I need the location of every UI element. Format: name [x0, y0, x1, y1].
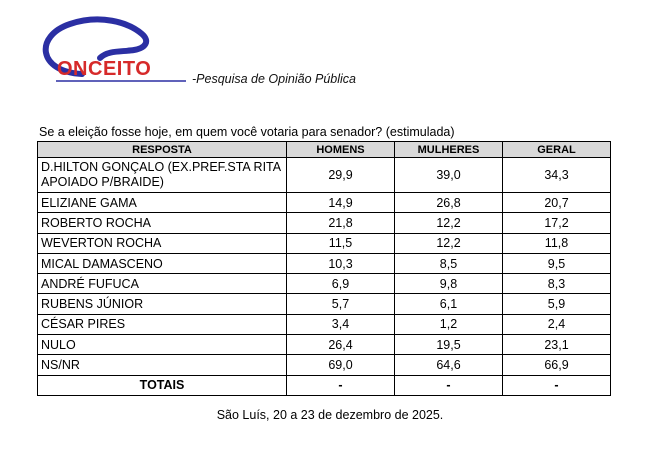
row-label: CÉSAR PIRES [37, 313, 287, 336]
table-row: WEVERTON ROCHA 11,5 12,2 11,8 [37, 232, 611, 254]
tagline: -Pesquisa de Opinião Pública [192, 72, 356, 86]
totals-homens: - [286, 374, 395, 396]
header-homens: HOMENS [286, 141, 395, 158]
value-homens: 6,9 [286, 273, 395, 295]
logo-text: ONCEITO [57, 58, 152, 80]
table-row: ANDRÉ FUFUCA 6,9 9,8 8,3 [37, 273, 611, 295]
footer-date: São Luís, 20 a 23 de dezembro de 2025. [216, 408, 444, 422]
value-mulheres: 9,8 [394, 273, 503, 295]
value-geral: 8,3 [502, 273, 611, 295]
table-header-row: RESPOSTA HOMENS MULHERES GERAL [37, 141, 611, 158]
value-geral: 23,1 [502, 334, 611, 356]
table-row: D.HILTON GONÇALO (EX.PREF.STA RITA APOIA… [37, 157, 611, 193]
value-homens: 5,7 [286, 293, 395, 315]
table-row: NULO 26,4 19,5 23,1 [37, 334, 611, 356]
value-homens: 11,5 [286, 232, 395, 254]
value-homens: 26,4 [286, 334, 395, 356]
row-label: NS/NR [37, 354, 287, 376]
row-label: ANDRÉ FUFUCA [37, 273, 287, 295]
value-geral: 20,7 [502, 191, 611, 214]
value-homens: 69,0 [286, 354, 395, 376]
results-table: RESPOSTA HOMENS MULHERES GERAL D.HILTON … [37, 141, 611, 396]
row-label: D.HILTON GONÇALO (EX.PREF.STA RITA APOIA… [37, 157, 287, 193]
value-geral: 2,4 [502, 313, 611, 336]
totals-mulheres: - [394, 374, 503, 396]
value-homens: 29,9 [286, 157, 395, 193]
value-homens: 3,4 [286, 313, 395, 336]
row-label: MICAL DAMASCENO [37, 252, 287, 275]
value-mulheres: 12,2 [394, 212, 503, 234]
row-label: NULO [37, 334, 287, 356]
header-resposta: RESPOSTA [37, 141, 287, 158]
header-mulheres: MULHERES [394, 141, 503, 158]
totals-label: TOTAIS [37, 374, 287, 396]
header-geral: GERAL [502, 141, 611, 158]
totals-geral: - [502, 374, 611, 396]
table-row: CÉSAR PIRES 3,4 1,2 2,4 [37, 313, 611, 336]
value-mulheres: 39,0 [394, 157, 503, 193]
value-homens: 10,3 [286, 252, 395, 275]
value-homens: 21,8 [286, 212, 395, 234]
table-row: MICAL DAMASCENO 10,3 8,5 9,5 [37, 252, 611, 275]
row-label: ELIZIANE GAMA [37, 191, 287, 214]
value-mulheres: 26,8 [394, 191, 503, 214]
logo-swirl-icon [42, 16, 186, 82]
value-homens: 14,9 [286, 191, 395, 214]
value-geral: 11,8 [502, 232, 611, 254]
table-row: ELIZIANE GAMA 14,9 26,8 20,7 [37, 191, 611, 214]
value-geral: 5,9 [502, 293, 611, 315]
table-row: RUBENS JÚNIOR 5,7 6,1 5,9 [37, 293, 611, 315]
value-mulheres: 1,2 [394, 313, 503, 336]
value-mulheres: 64,6 [394, 354, 503, 376]
value-geral: 66,9 [502, 354, 611, 376]
value-mulheres: 8,5 [394, 252, 503, 275]
row-label: WEVERTON ROCHA [37, 232, 287, 254]
value-mulheres: 12,2 [394, 232, 503, 254]
row-label: ROBERTO ROCHA [37, 212, 287, 234]
table-row: ROBERTO ROCHA 21,8 12,2 17,2 [37, 212, 611, 234]
table-row: NS/NR 69,0 64,6 66,9 [37, 354, 611, 376]
value-geral: 17,2 [502, 212, 611, 234]
value-mulheres: 19,5 [394, 334, 503, 356]
value-mulheres: 6,1 [394, 293, 503, 315]
value-geral: 9,5 [502, 252, 611, 275]
totals-row: TOTAIS - - - [37, 374, 611, 396]
value-geral: 34,3 [502, 157, 611, 193]
survey-question: Se a eleição fosse hoje, em quem você vo… [39, 125, 455, 139]
row-label: RUBENS JÚNIOR [37, 293, 287, 315]
